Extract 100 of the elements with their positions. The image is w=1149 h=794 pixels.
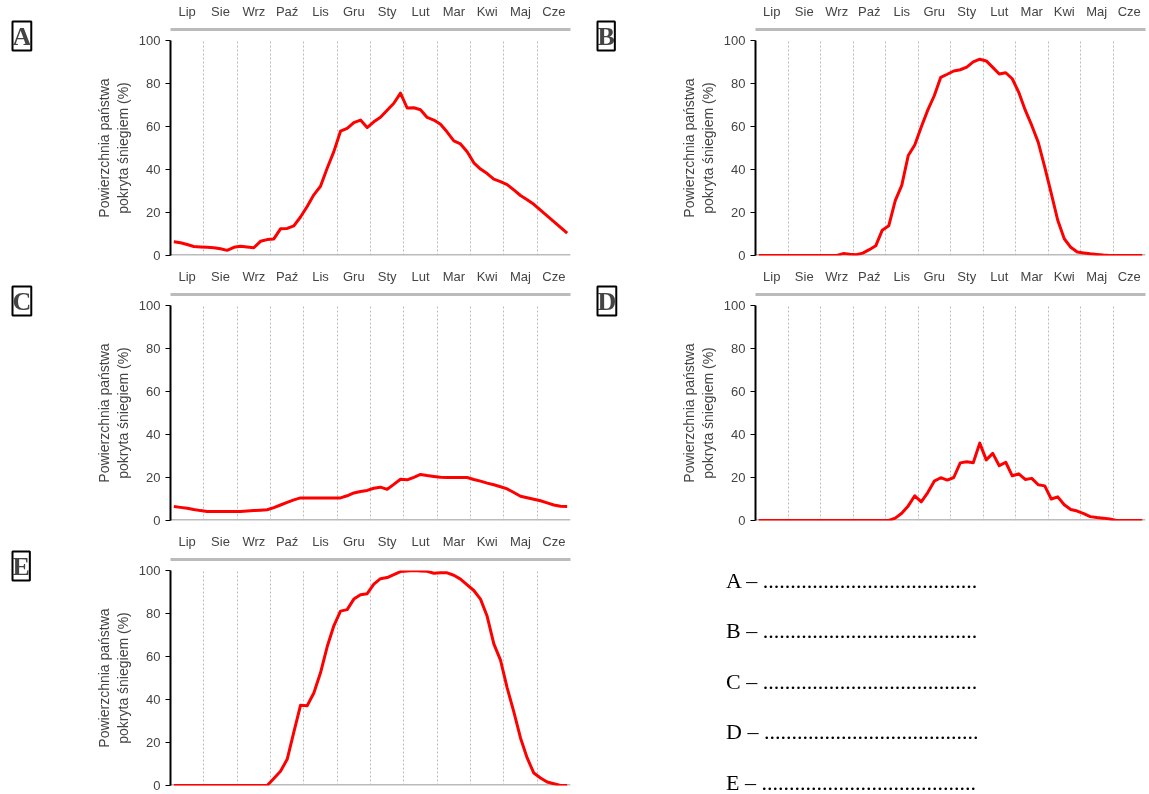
x-tick-label: Kwi [1053, 3, 1075, 19]
x-tick-label: Wrz [825, 268, 849, 284]
x-tick-label: Wrz [242, 3, 266, 19]
x-tick-label: Lis [312, 533, 330, 549]
y-tick-label: 40 [731, 427, 746, 442]
x-tick-label: Gru [343, 533, 365, 549]
x-tick-label: Sie [211, 3, 230, 19]
y-tick-label: 40 [731, 162, 746, 177]
y-tick-label: 100 [138, 563, 161, 578]
x-tick-label: Maj [510, 533, 532, 549]
y-tick-label: 100 [723, 33, 746, 48]
y-tick-label: 20 [146, 205, 161, 220]
x-tick-label: Paź [858, 268, 881, 284]
x-tick-label: Paź [275, 533, 299, 549]
y-tick-label: 80 [731, 76, 746, 91]
y-tick-label: 0 [153, 513, 161, 528]
y-tick-label: 0 [738, 513, 746, 528]
x-tick-label: Maj [510, 268, 532, 284]
x-tick-label: Paź [275, 3, 299, 19]
y-tick-label: 80 [731, 341, 746, 356]
x-tick-label: Mar [1020, 3, 1044, 19]
text: A – ....................................... [726, 567, 979, 595]
y-axis-title: Powierzchnia państwa pokryta śniegiem (%) [95, 608, 131, 748]
y-tick-label: 0 [153, 778, 161, 793]
x-tick-label: Lut [990, 3, 1009, 19]
x-tick-label: Mar [1020, 268, 1044, 284]
x-tick-label: Wrz [242, 268, 266, 284]
x-tick-label: Sty [377, 533, 398, 549]
y-tick-label: 40 [146, 692, 161, 707]
x-tick-label: Cze [1117, 268, 1141, 284]
x-tick-label: Sie [794, 3, 814, 19]
x-tick-label: Lut [411, 533, 430, 549]
x-tick-label: Lut [411, 268, 430, 284]
x-tick-label: Gru [343, 268, 365, 284]
x-tick-label: Lis [312, 268, 330, 284]
x-tick-label: Sty [377, 268, 398, 284]
y-tick-label: 60 [146, 384, 161, 399]
y-tick-label: 20 [146, 735, 161, 750]
x-tick-label: Sie [794, 268, 814, 284]
x-tick-label: Lip [178, 3, 196, 19]
x-tick-label: Mar [442, 533, 466, 549]
x-tick-label: Gru [923, 268, 946, 284]
y-tick-label: 60 [146, 649, 161, 664]
y-tick-label: 60 [146, 119, 161, 134]
x-tick-label: Cze [542, 533, 566, 549]
x-tick-label: Maj [510, 3, 532, 19]
y-tick-label: 100 [138, 33, 161, 48]
x-tick-label: Gru [923, 3, 946, 19]
x-tick-label: Maj [1086, 3, 1108, 19]
x-tick-label: Kwi [1053, 268, 1075, 284]
x-tick-label: Lis [893, 268, 911, 284]
y-tick-label: 0 [153, 248, 161, 263]
x-tick-label: Lip [763, 3, 781, 19]
line-series [172, 91, 569, 252]
line-series [757, 441, 1144, 521]
line-series [172, 472, 569, 513]
x-tick-label: Wrz [242, 533, 266, 549]
x-tick-label: Kwi [476, 3, 498, 19]
x-tick-label: Sie [211, 268, 230, 284]
x-tick-label: Cze [1117, 3, 1141, 19]
x-tick-label: Kwi [476, 533, 498, 549]
x-tick-label: Lis [312, 3, 330, 19]
y-tick-label: 0 [738, 248, 746, 263]
y-tick-label: 100 [138, 298, 161, 313]
y-axis-title: Powierzchnia państwa pokryta śniegiem (%) [680, 78, 716, 218]
x-tick-label: Sty [957, 3, 977, 19]
text: D – ....................................... [726, 718, 979, 747]
x-tick-label: Lip [763, 268, 781, 284]
x-tick-label: Kwi [476, 268, 498, 284]
text: B – ....................................... [726, 617, 979, 646]
text: C – ....................................... [726, 667, 979, 696]
y-tick-label: 60 [731, 119, 746, 134]
y-tick-label: 100 [723, 298, 746, 313]
x-tick-label: Mar [442, 3, 466, 19]
x-tick-label: Gru [343, 3, 365, 19]
x-tick-label: Lip [178, 533, 196, 549]
y-axis-title: Powierzchnia państwa pokryta śniegiem (%) [95, 343, 131, 483]
x-tick-label: Lut [990, 268, 1009, 284]
x-tick-label: Paź [275, 268, 299, 284]
x-tick-label: Maj [1086, 268, 1108, 284]
y-tick-label: 80 [146, 341, 161, 356]
x-tick-label: Lut [411, 3, 430, 19]
y-tick-label: 20 [731, 205, 746, 220]
x-tick-label: Paź [858, 3, 881, 19]
y-tick-label: 60 [731, 384, 746, 399]
y-tick-label: 80 [146, 606, 161, 621]
y-tick-label: 20 [731, 470, 746, 485]
y-axis-title: Powierzchnia państwa pokryta śniegiem (%) [95, 78, 131, 218]
x-tick-label: Cze [542, 268, 566, 284]
y-tick-label: 20 [146, 470, 161, 485]
x-tick-label: Cze [542, 3, 566, 19]
x-tick-label: Lis [893, 3, 911, 19]
x-tick-label: Sie [211, 533, 230, 549]
x-tick-label: Lip [178, 268, 196, 284]
line-series [757, 57, 1144, 256]
y-axis-title: Powierzchnia państwa pokryta śniegiem (%) [680, 343, 716, 483]
y-tick-label: 80 [146, 76, 161, 91]
x-tick-label: Sty [377, 3, 398, 19]
x-tick-label: Mar [442, 268, 466, 284]
text: E – ....................................... [726, 768, 977, 794]
